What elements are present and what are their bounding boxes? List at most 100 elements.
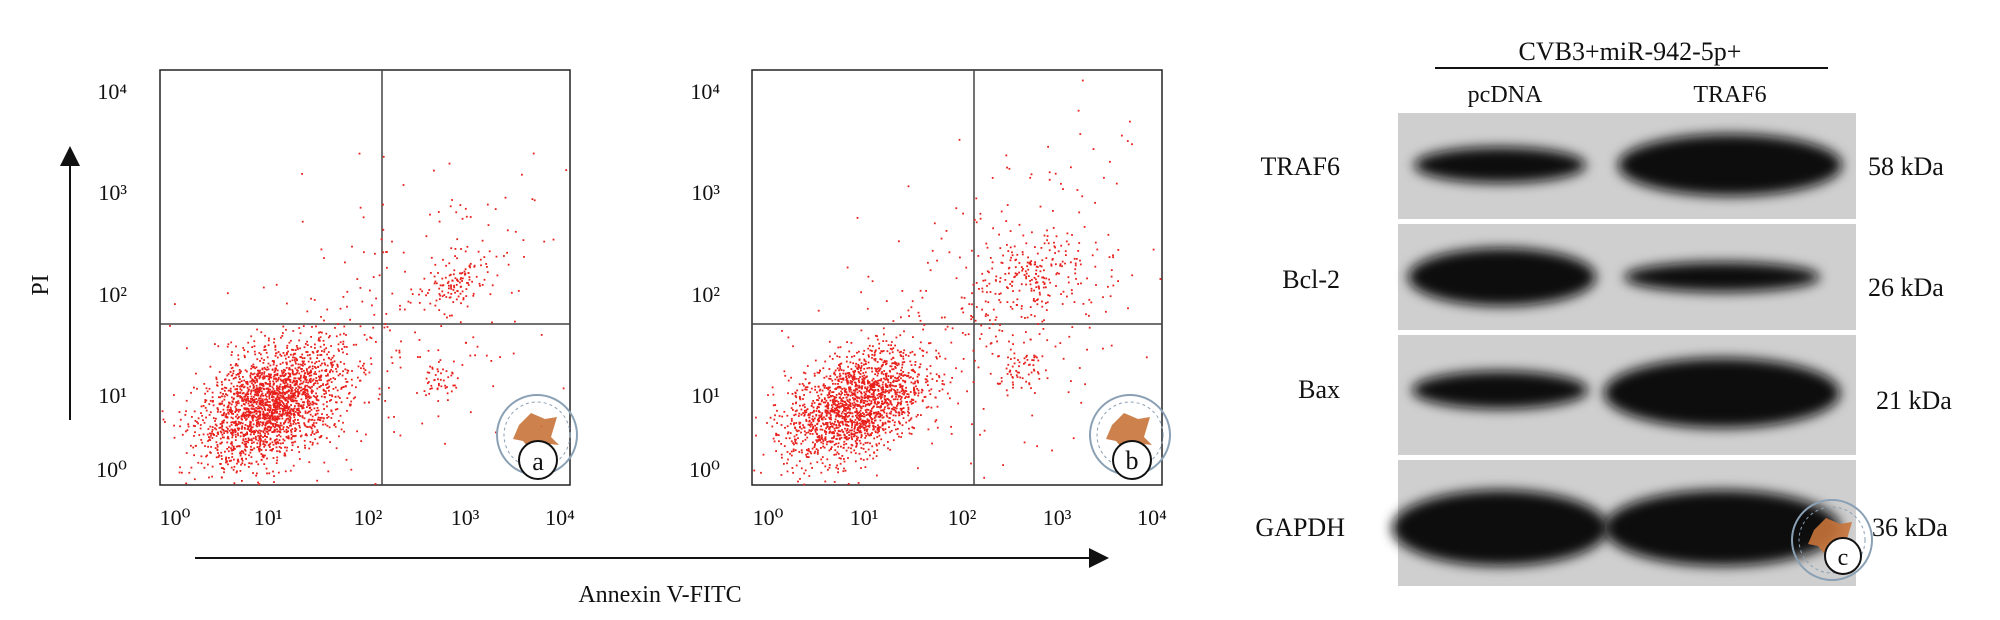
event-dot <box>838 430 840 433</box>
event-dot <box>285 449 288 452</box>
event-dot <box>280 392 282 395</box>
event-dot <box>999 292 1002 295</box>
event-dot <box>434 374 437 376</box>
event-dot <box>786 414 789 417</box>
x-tick-label: 10⁴ <box>545 505 575 530</box>
event-dot <box>471 280 473 283</box>
event-dot <box>243 354 246 357</box>
event-dot <box>329 335 331 337</box>
event-dot <box>216 410 219 413</box>
event-dot <box>930 406 933 409</box>
event-dot <box>803 472 806 475</box>
event-dot <box>285 366 288 369</box>
event-dot <box>857 414 860 417</box>
event-dot <box>876 431 879 434</box>
event-dot <box>800 413 803 416</box>
event-dot <box>257 410 259 413</box>
event-dot <box>1047 242 1050 245</box>
event-dot <box>885 360 888 363</box>
event-dot <box>447 291 450 294</box>
event-dot <box>253 380 256 382</box>
event-dot <box>856 422 859 425</box>
event-dot <box>262 454 265 457</box>
event-dot <box>400 340 402 343</box>
event-dot <box>262 402 264 405</box>
event-dot <box>297 407 300 410</box>
event-dot <box>913 391 915 394</box>
event-dot <box>802 440 804 443</box>
event-dot <box>257 481 259 484</box>
event-dot <box>800 431 802 434</box>
event-dot <box>877 388 879 391</box>
event-dot <box>226 448 229 450</box>
event-dot <box>291 435 294 438</box>
event-dot <box>904 381 907 384</box>
event-dot <box>282 391 285 393</box>
event-dot <box>312 422 315 424</box>
event-dot <box>861 378 864 381</box>
event-dot <box>912 377 914 380</box>
event-dot <box>1029 338 1032 341</box>
event-dot <box>860 369 862 372</box>
y-tick-label: 10⁰ <box>96 457 127 482</box>
event-dot <box>790 418 793 420</box>
event-dot <box>303 423 306 426</box>
event-dot <box>331 394 333 397</box>
event-dot <box>1034 263 1036 266</box>
event-dot <box>308 380 311 382</box>
event-dot <box>876 361 879 363</box>
event-dot <box>889 347 892 350</box>
event-dot <box>522 239 525 241</box>
event-dot <box>299 347 301 350</box>
event-dot <box>456 257 458 260</box>
event-dot <box>258 449 260 451</box>
event-dot <box>1030 387 1032 389</box>
event-dot <box>872 422 875 424</box>
event-dot <box>164 421 166 423</box>
event-dot <box>1033 356 1036 359</box>
event-dot <box>295 428 298 431</box>
event-dot <box>234 411 237 413</box>
event-dot <box>301 357 304 360</box>
event-dot <box>938 390 941 392</box>
event-dot <box>225 415 227 417</box>
event-dot <box>278 446 281 448</box>
event-dot <box>242 452 245 454</box>
event-dot <box>287 396 290 399</box>
event-dot <box>318 331 320 334</box>
event-dot <box>859 376 861 378</box>
event-dot <box>357 365 360 368</box>
event-dot <box>276 385 278 388</box>
event-dot <box>271 422 274 425</box>
event-dot <box>828 416 831 419</box>
event-dot <box>872 426 875 429</box>
event-dot <box>846 382 849 385</box>
event-dot <box>900 316 902 319</box>
event-dot <box>894 409 897 412</box>
event-dot <box>789 422 792 425</box>
event-dot <box>827 468 829 471</box>
event-dot <box>434 304 437 307</box>
event-dot <box>864 363 867 365</box>
event-dot <box>880 396 883 399</box>
event-dot <box>255 412 258 415</box>
event-dot <box>276 450 278 453</box>
event-dot <box>882 410 885 412</box>
event-dot <box>852 379 855 381</box>
event-dot <box>276 459 278 462</box>
event-dot <box>273 429 276 432</box>
event-dot <box>241 457 243 460</box>
event-dot <box>309 372 311 374</box>
event-dot <box>860 362 863 365</box>
event-dot <box>252 379 255 381</box>
y-tick-label: 10² <box>691 282 720 307</box>
event-dot <box>481 284 484 286</box>
event-dot <box>207 463 209 466</box>
event-dot <box>845 420 848 423</box>
event-dot <box>345 458 348 461</box>
event-dot <box>886 404 889 407</box>
event-dot <box>292 373 295 376</box>
event-dot <box>235 345 237 348</box>
event-dot <box>308 366 310 369</box>
event-dot <box>865 396 868 399</box>
